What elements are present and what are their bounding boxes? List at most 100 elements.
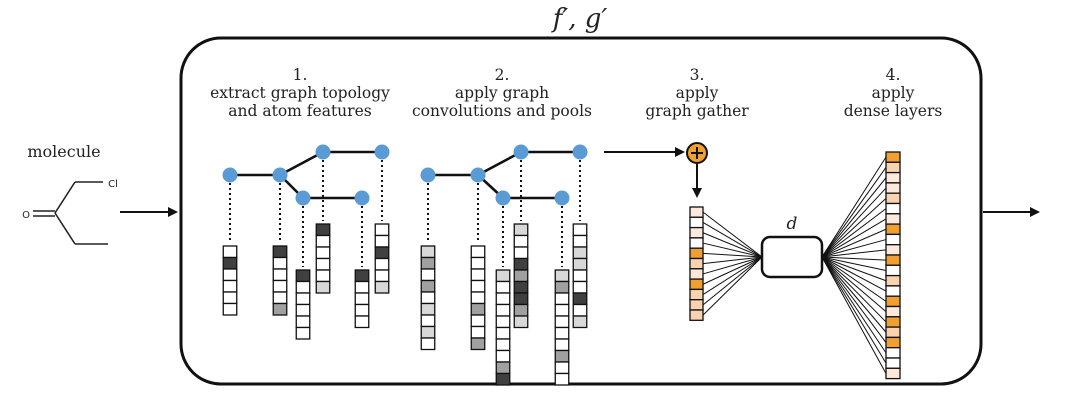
feature-cell (885, 161, 901, 174)
fc-connection (821, 256, 887, 261)
feature-cell (374, 269, 390, 283)
step-1-line-2: and atom features (228, 102, 371, 120)
feature-cell (885, 326, 901, 339)
fc-connection (702, 256, 763, 295)
feature-cell (554, 280, 570, 294)
feature-cell (420, 325, 436, 339)
molecule-atom-cl: Cl (108, 179, 118, 190)
feature-cell (470, 337, 486, 351)
feature-cell (885, 357, 901, 369)
feature-cell (885, 151, 901, 163)
feature-vector (374, 223, 390, 294)
feature-cell (689, 288, 704, 301)
gather-down-arrow (692, 164, 702, 198)
fc-connection (702, 256, 763, 275)
feature-cell (470, 279, 486, 293)
feature-cell (222, 268, 238, 282)
feature-cell (470, 325, 486, 339)
feature-cell (513, 257, 529, 271)
feature-cell (272, 279, 288, 293)
feature-cell (272, 291, 288, 305)
feature-vector (354, 269, 370, 329)
graph-node (420, 167, 436, 183)
feature-cell (689, 299, 704, 311)
feature-cell (374, 234, 390, 248)
feature-cell (315, 246, 331, 260)
step-3-label: 3. apply graph gather (645, 66, 749, 120)
feature-cell (513, 280, 529, 294)
graph-node (554, 190, 570, 206)
graph-node (272, 167, 288, 183)
feature-cell (222, 279, 238, 293)
fc-connection (821, 256, 887, 364)
molecule-atom-o: O (22, 210, 30, 221)
graph-node (572, 144, 588, 160)
step-4-line-1: apply (872, 84, 915, 102)
fc-connection (702, 252, 763, 258)
feature-cell (420, 302, 436, 316)
feature-vector (495, 269, 511, 386)
feature-cell (885, 202, 901, 215)
feature-cell (272, 268, 288, 282)
fc-connection (821, 177, 887, 258)
feature-cell (689, 309, 704, 321)
feature-cell (554, 269, 570, 283)
fc-connection (821, 156, 887, 258)
feature-cell (495, 361, 511, 375)
graph-node (315, 144, 331, 160)
feature-cell (572, 234, 588, 248)
feature-cell (420, 337, 436, 351)
feature-cell (315, 257, 331, 271)
feature-cell (470, 314, 486, 328)
feature-cell (885, 347, 901, 359)
feature-cell (495, 303, 511, 317)
feature-cell (513, 303, 529, 317)
feature-cell (885, 244, 901, 256)
feature-cell (554, 292, 570, 306)
bottleneck-label: d (787, 214, 798, 234)
dense-layers (689, 151, 901, 380)
feature-vector (554, 269, 570, 386)
output-arrow (983, 207, 1040, 217)
step-1-label: 1. extract graph topology and atom featu… (210, 66, 390, 120)
fc-connection (702, 256, 763, 265)
step-3-line-2: graph gather (645, 102, 749, 120)
feature-cell (554, 315, 570, 329)
fc-connection (821, 256, 887, 282)
feature-cell (315, 234, 331, 248)
feature-cell (885, 254, 901, 266)
feature-cell (554, 349, 570, 363)
diagram-title: f′, g′ (551, 4, 608, 34)
graph-node (354, 190, 370, 206)
feature-cell (689, 206, 704, 218)
step-3-line-1: apply (676, 84, 719, 102)
feature-cell (470, 291, 486, 305)
step-2-number: 2. (495, 66, 510, 84)
feature-cell (272, 256, 288, 270)
fc-connection (821, 208, 887, 258)
feature-cell (885, 223, 901, 236)
feature-cell (572, 269, 588, 283)
feature-cell (885, 192, 901, 205)
sum-icon (686, 142, 708, 164)
feature-cell (885, 285, 901, 297)
input-label: molecule (27, 142, 100, 161)
feature-cell (885, 213, 901, 225)
feature-vector (420, 245, 436, 351)
fc-connection (821, 256, 887, 313)
fc-connection (821, 249, 887, 258)
feature-cell (495, 280, 511, 294)
feature-cell (689, 237, 704, 249)
feature-cell (554, 361, 570, 375)
fc-connection (702, 256, 763, 285)
feature-cell (295, 303, 311, 317)
feature-cell (374, 223, 390, 237)
bottleneck-box (760, 235, 824, 279)
fc-connection (821, 256, 887, 374)
feature-vector (689, 206, 704, 321)
feature-cell (572, 280, 588, 294)
feature-cell (885, 305, 901, 318)
step-2-line-2: convolutions and pools (412, 102, 592, 120)
feature-cell (495, 292, 511, 306)
feature-cell (354, 303, 370, 317)
